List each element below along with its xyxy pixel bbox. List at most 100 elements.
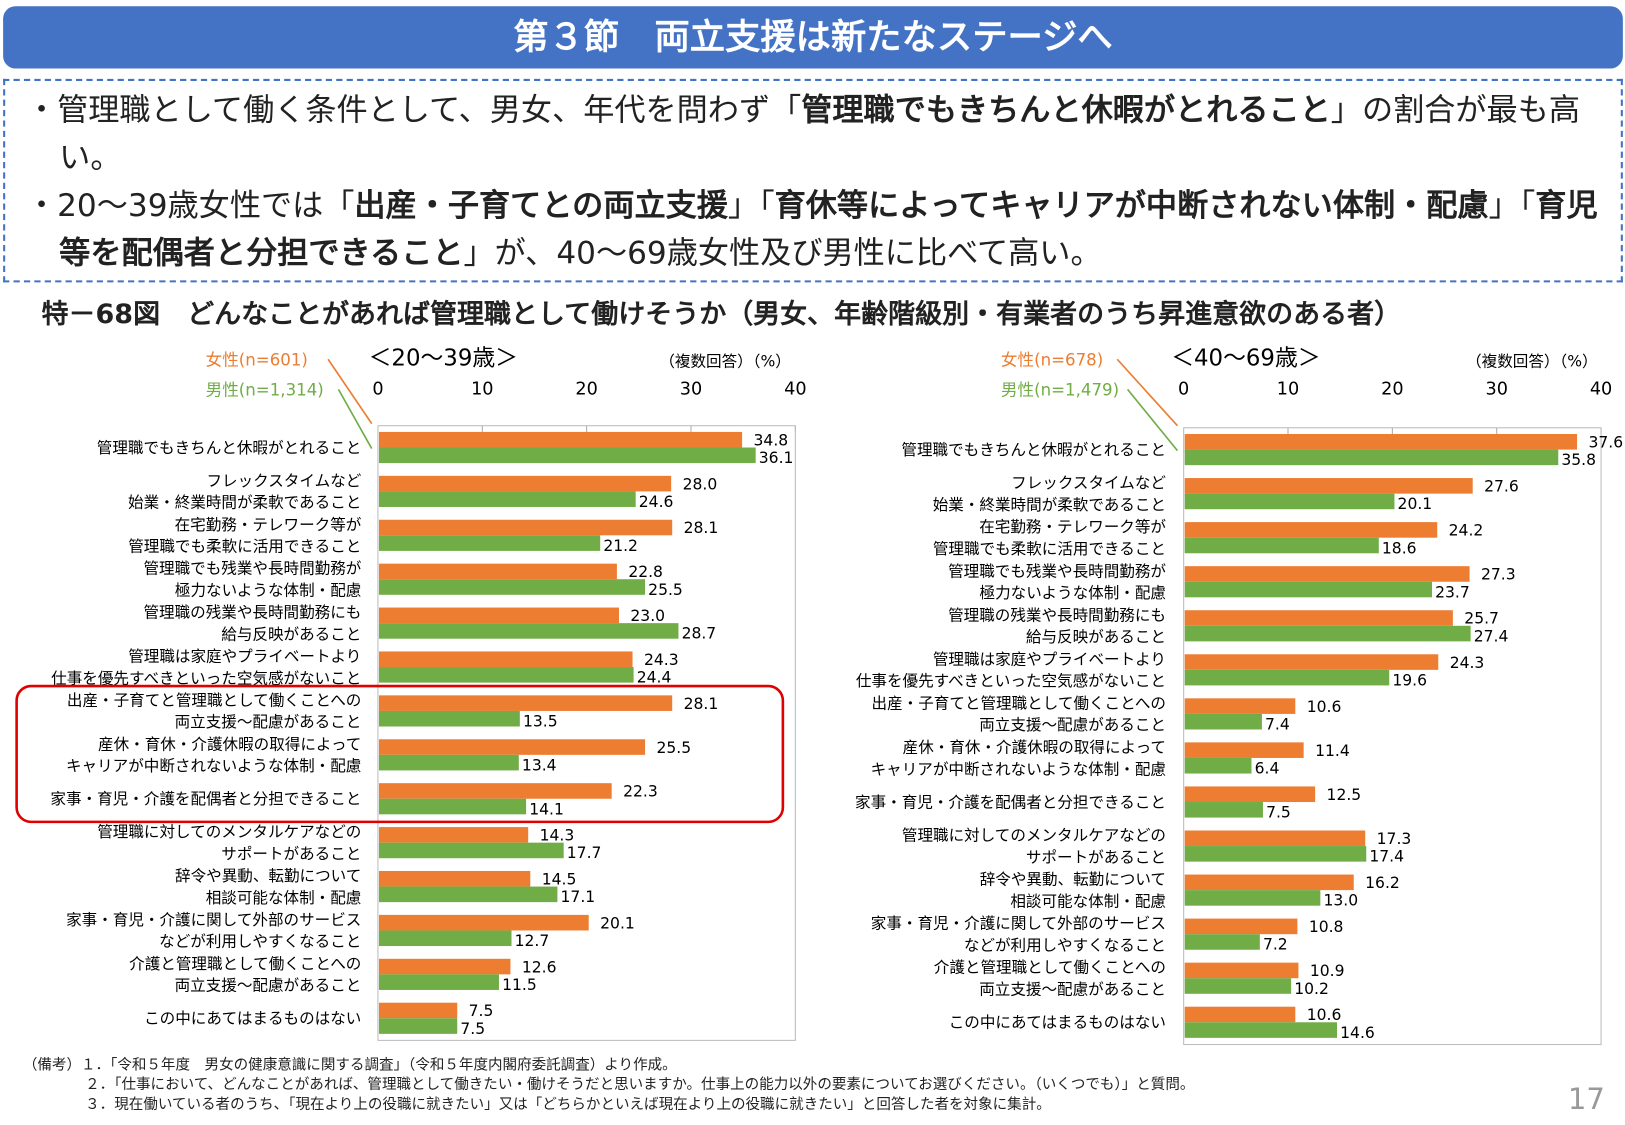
category-label: 管理職でも柔軟に活用できること [128, 538, 361, 556]
legend-arrow [1116, 358, 1179, 427]
x-tick-label: 40 [784, 380, 806, 400]
bar-male [1184, 846, 1367, 862]
data-label: 6.4 [1255, 760, 1280, 778]
category-label: などが利用しやすくなること [159, 933, 361, 951]
x-tick-label: 30 [1485, 380, 1507, 400]
page-number: 17 [1567, 1081, 1605, 1117]
bar-male [378, 623, 679, 639]
category-label: 管理職でも柔軟に活用できること [933, 540, 1166, 558]
data-label: 12.5 [1327, 786, 1362, 804]
bar-male [1184, 978, 1292, 994]
category-label: 出産・子育てと管理職として働くことへの [872, 694, 1166, 712]
data-label: 22.8 [628, 563, 663, 581]
bar-female [1184, 830, 1366, 847]
bar-female [1184, 918, 1298, 935]
x-tick-label: 40 [1590, 380, 1612, 400]
bar-female [1184, 874, 1354, 891]
emphasis-text: 育児等を配偶者と分担できること [59, 187, 1598, 273]
data-label: 7.2 [1263, 936, 1288, 954]
note-1: （備考）１．「令和５年度 男女の健康意識に関する調査」（令和５年度内閣府委託調査… [22, 1056, 677, 1074]
bar-male [1184, 713, 1262, 730]
age-group-title: ＜20～39歳＞ [369, 345, 518, 371]
category-label: 出産・子育てと管理職として働くことへの [67, 691, 361, 709]
bar-male [378, 842, 564, 859]
data-label: 7.4 [1265, 715, 1290, 733]
x-tick-label: 0 [1178, 380, 1189, 400]
data-label: 24.4 [637, 669, 672, 687]
bar-female [378, 651, 633, 668]
legend-male: 男性(n=1,479) [1001, 381, 1119, 400]
bar-male [378, 754, 519, 771]
data-label: 13.0 [1323, 892, 1358, 910]
legend-arrow [337, 388, 373, 449]
data-label: 35.8 [1561, 451, 1596, 469]
category-label: 給与反映があること [1026, 628, 1166, 646]
category-label: 管理職の残業や長時間勤務にも [143, 604, 361, 622]
data-label: 25.5 [648, 581, 683, 599]
data-label: 27.3 [1481, 566, 1516, 584]
highlight-box [15, 684, 785, 824]
emphasis-text: 出産・子育てとの両立支援 [354, 187, 728, 225]
category-label: 管理職でもきちんと休暇がとれること [901, 441, 1166, 459]
bar-male [378, 491, 636, 507]
bar-female [378, 563, 617, 580]
data-label: 28.7 [682, 625, 717, 643]
bar-male [378, 667, 634, 683]
bar-male [1184, 757, 1252, 774]
category-label: 辞令や異動、転勤について [175, 867, 361, 885]
category-label: 家事・育児・介護に関して外部のサービス [66, 911, 361, 929]
data-label: 16.2 [1365, 874, 1400, 892]
bar-female [378, 783, 612, 799]
data-label: 17.7 [567, 844, 602, 862]
bar-male [1184, 669, 1390, 686]
data-label: 28.0 [683, 475, 718, 493]
data-label: 12.6 [522, 958, 557, 976]
data-label: 10.6 [1307, 698, 1342, 716]
category-label: 両立支援～配慮があること [175, 713, 362, 731]
bar-female [1184, 434, 1578, 450]
data-label: 14.6 [1340, 1024, 1375, 1042]
data-label: 36.1 [759, 449, 794, 467]
bar-female [378, 870, 531, 887]
category-label: 相談可能な体制・配慮 [206, 889, 362, 907]
data-label: 24.3 [1450, 654, 1485, 672]
data-label: 27.4 [1474, 627, 1509, 645]
data-label: 19.6 [1392, 671, 1427, 689]
bar-female [378, 739, 646, 755]
category-label: 管理職の残業や長時間勤務にも [948, 606, 1166, 624]
data-label: 23.7 [1435, 583, 1470, 601]
category-label: 両立支援～配慮があること [175, 977, 362, 995]
category-label: 産休・育休・介護休暇の取得によって [903, 738, 1166, 756]
data-label: 28.1 [684, 695, 719, 713]
category-label: 在宅勤務・テレワーク等が [979, 518, 1166, 536]
category-label: 介護と管理職として働くことへの [934, 959, 1166, 977]
data-label: 7.5 [469, 1002, 494, 1020]
category-label: 両立支援～配慮があること [979, 716, 1166, 734]
data-label: 20.1 [600, 914, 635, 932]
bar-male [378, 710, 520, 727]
x-tick-label: 0 [372, 380, 383, 400]
bar-female [1184, 654, 1439, 670]
data-label: 18.6 [1382, 539, 1417, 557]
data-label: 7.5 [1266, 804, 1291, 822]
note-3: ３．現在働いている者のうち、「現在より上の役職に就きたい」又は「どちらかといえば… [85, 1096, 1051, 1114]
bar-female [1184, 962, 1299, 979]
category-label: 辞令や異動、転勤について [980, 871, 1166, 889]
legend-arrow [1126, 388, 1179, 452]
category-label: 管理職に対してのメンタルケアなどの [902, 827, 1166, 845]
data-label: 27.6 [1484, 478, 1519, 496]
data-label: 14.5 [542, 870, 577, 888]
age-group-title: ＜40～69歳＞ [1171, 345, 1320, 371]
category-label: 相談可能な体制・配慮 [1010, 892, 1166, 910]
category-label: 管理職でも残業や長時間勤務が [948, 562, 1166, 580]
unit-note: （複数回答）（%） [659, 353, 791, 371]
data-label: 23.0 [630, 607, 665, 625]
category-label: フレックスタイムなど [1011, 474, 1166, 492]
data-label: 25.5 [656, 739, 691, 757]
data-label: 10.2 [1294, 980, 1329, 998]
data-label: 14.3 [540, 827, 575, 845]
category-label: 始業・終業時間が柔軟であること [128, 494, 361, 512]
x-tick-label: 10 [1277, 380, 1299, 400]
category-label: 仕事を優先すべきといった空気感がないこと [51, 669, 361, 687]
